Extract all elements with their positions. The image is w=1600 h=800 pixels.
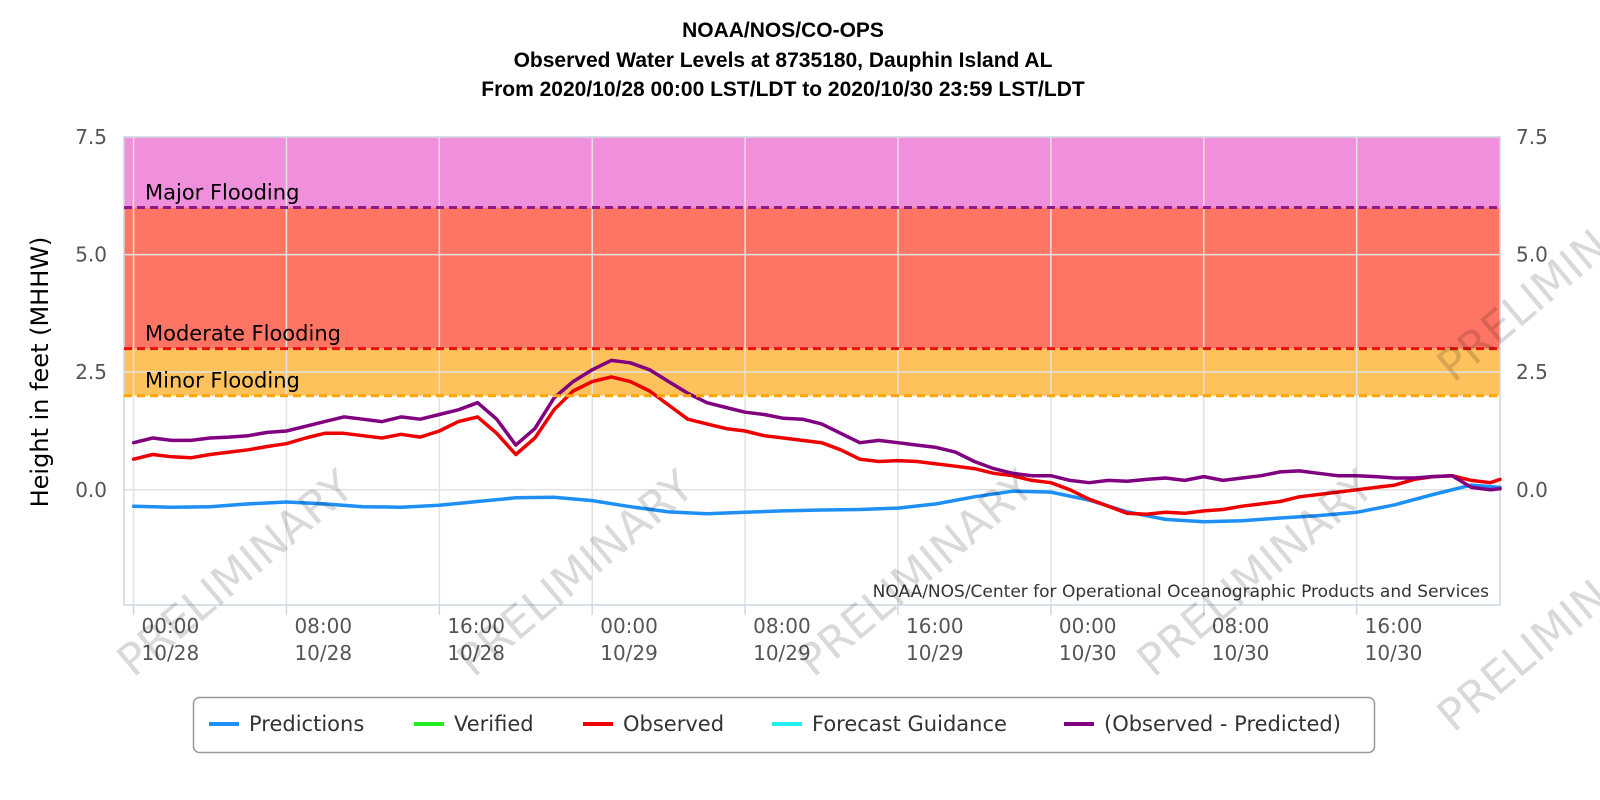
chart-title-line-1: NOAA/NOS/CO-OPS xyxy=(682,19,884,42)
chart-title-line-3: From 2020/10/28 00:00 LST/LDT to 2020/10… xyxy=(481,78,1085,101)
y-tick-label-right-2: 2.5 xyxy=(1516,360,1548,384)
x-tick-time-8: 16:00 xyxy=(1365,614,1423,638)
flood-bands xyxy=(124,137,1500,396)
flood-band-label-0: Major Flooding xyxy=(145,181,299,205)
x-tick-time-3: 00:00 xyxy=(600,614,658,638)
x-tick-date-7: 10/30 xyxy=(1212,641,1270,665)
plot-border xyxy=(123,136,1501,606)
chart-title-line-2: Observed Water Levels at 8735180, Dauphi… xyxy=(514,49,1053,72)
x-tick-time-6: 00:00 xyxy=(1059,614,1117,638)
x-tick-date-6: 10/30 xyxy=(1059,641,1117,665)
flood-band-label-1: Moderate Flooding xyxy=(145,322,341,346)
y-axis-label: Height in feet (MHHW) xyxy=(26,237,54,508)
x-tick-time-5: 16:00 xyxy=(906,614,964,638)
credit-text: NOAA/NOS/Center for Operational Oceanogr… xyxy=(873,582,1489,602)
watermark-1: PRELIMINARY xyxy=(448,461,704,687)
legend-label-0: Predictions xyxy=(249,712,364,736)
x-tick-date-1: 10/28 xyxy=(294,641,352,665)
x-tick-date-5: 10/29 xyxy=(906,641,964,665)
flood-band-0 xyxy=(124,137,1500,208)
y-tick-label-left-3: 0.0 xyxy=(75,478,107,502)
series-line-1 xyxy=(131,375,1502,516)
x-tick-time-0: 00:00 xyxy=(142,614,200,638)
y-tick-label-right-0: 7.5 xyxy=(1516,125,1548,149)
y-tick-label-right-1: 5.0 xyxy=(1516,243,1548,267)
legend-label-3: Forecast Guidance xyxy=(812,712,1007,736)
y-axis-left-ticks: 7.5 5.0 2.5 0.0 xyxy=(75,125,107,502)
x-tick-time-4: 08:00 xyxy=(753,614,811,638)
x-tick-time-1: 08:00 xyxy=(294,614,352,638)
x-tick-date-0: 10/28 xyxy=(142,641,200,665)
legend: Predictions Verified Observed Forecast Guid… xyxy=(192,696,1376,754)
series-lines xyxy=(131,358,1502,524)
y-axis-right-ticks: 7.5 5.0 2.5 0.0 xyxy=(1516,125,1548,502)
x-tick-time-2: 16:00 xyxy=(447,614,505,638)
flood-band-1 xyxy=(124,207,1500,349)
series-line-2 xyxy=(131,358,1502,492)
y-tick-label-left-0: 7.5 xyxy=(75,125,107,149)
x-tick-time-7: 08:00 xyxy=(1212,614,1270,638)
y-tick-label-right-3: 0.0 xyxy=(1516,478,1548,502)
y-tick-label-left-2: 2.5 xyxy=(75,360,107,384)
grid-lines xyxy=(123,136,1501,606)
legend-label-1: Verified xyxy=(454,712,534,736)
x-tick-date-3: 10/29 xyxy=(600,641,658,665)
y-tick-label-left-1: 5.0 xyxy=(75,243,107,267)
series-line-0 xyxy=(131,483,1502,524)
x-axis-ticks: 00:00 10/28 08:00 10/28 16:00 10/28 00:00 10/29… xyxy=(132,605,1423,665)
legend-label-4: (Observed - Predicted) xyxy=(1104,712,1341,736)
legend-label-2: Observed xyxy=(623,712,724,736)
x-tick-date-8: 10/30 xyxy=(1365,641,1423,665)
watermark-5: PRELIMINARY xyxy=(1428,516,1600,742)
chart-title: NOAA/NOS/CO-OPS Observed Water Levels at… xyxy=(481,19,1085,101)
x-tick-date-2: 10/28 xyxy=(447,641,505,665)
flood-band-label-2: Minor Flooding xyxy=(145,369,300,393)
flood-band-labels: Major Flooding Moderate Flooding Minor Flo… xyxy=(124,181,1500,398)
x-tick-date-4: 10/29 xyxy=(753,641,811,665)
